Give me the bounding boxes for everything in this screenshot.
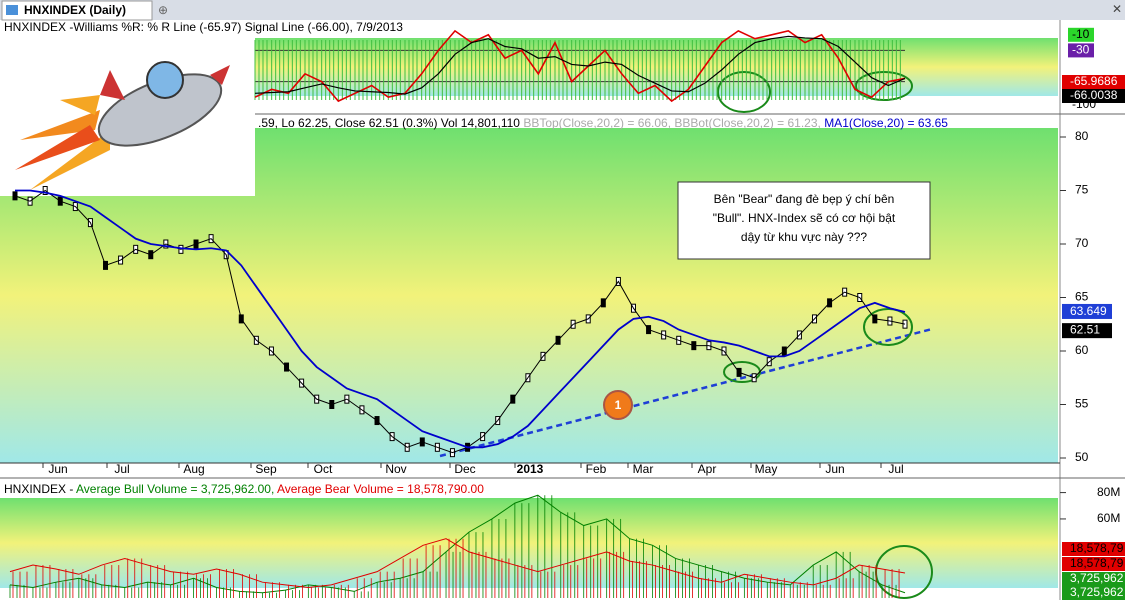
header-text: % R Line (-65.97) — [147, 20, 241, 34]
y-tick-label: 70 — [1075, 236, 1089, 250]
rocket-image — [0, 38, 255, 196]
close-icon[interactable]: ✕ — [1112, 2, 1122, 16]
y-tick-label: 65 — [1075, 290, 1089, 304]
value-tag: 63.649 — [1070, 304, 1107, 318]
value-tag: -65.9686 — [1070, 74, 1118, 88]
x-tick-label: Sep — [255, 462, 277, 476]
y-tick-label: -10 — [1072, 27, 1090, 41]
y-tick-label: 60M — [1097, 511, 1120, 525]
x-tick-label: Oct — [314, 462, 333, 476]
value-tag-bg — [1062, 303, 1112, 319]
highlight-ellipse — [717, 71, 771, 113]
header-text: Average Bull Volume = 3,725,962.00, — [76, 482, 274, 496]
x-tick-label: Feb — [586, 462, 607, 476]
header-text: BBBot(Close,20,2) = 61.23, — [674, 116, 820, 130]
y-tick-label: 55 — [1075, 397, 1089, 411]
x-tick-label: Jun — [48, 462, 67, 476]
callout-text: dậy từ khu vực này ??? — [741, 230, 867, 244]
x-tick-label: Nov — [385, 462, 406, 476]
callout-text: "Bull". HNX-Index sẽ có cơ hội bật — [713, 211, 896, 225]
x-tick-label: 2013 — [517, 462, 544, 476]
series-line — [9, 494, 906, 594]
header-text: .59, Lo 62.25, Close 62.51 (0.3%) Vol 14… — [258, 116, 520, 130]
value-tag: -66.0038 — [1070, 88, 1118, 102]
x-tick-label: May — [755, 462, 778, 476]
y-tick-bg — [1068, 43, 1094, 58]
x-tick-label: Aug — [183, 462, 204, 476]
tab[interactable] — [1, 0, 153, 21]
tab-icon — [6, 5, 18, 15]
tab-title: HNXINDEX (Daily) — [24, 3, 126, 17]
series-line — [15, 189, 906, 449]
y-tick-label: 80M — [1097, 485, 1120, 499]
x-tick-label: Mar — [633, 462, 654, 476]
series-line — [9, 538, 906, 588]
value-tag: 62.51 — [1070, 322, 1100, 336]
marker-label: 1 — [615, 398, 622, 412]
y-tick-label: 75 — [1075, 183, 1089, 197]
header-text: HNXINDEX -Williams %R: — [4, 20, 144, 34]
header-text: MA1(Close,20) = 63.65 — [824, 116, 948, 130]
series-line — [254, 35, 906, 95]
new-tab-icon[interactable]: ⊕ — [158, 3, 168, 17]
highlight-ellipse — [863, 308, 913, 346]
x-tick-label: Jun — [825, 462, 844, 476]
header-text: HNXINDEX - — [4, 482, 76, 496]
value-tag-bg — [1062, 75, 1125, 89]
y-tick-label: -30 — [1072, 43, 1090, 57]
value-tag: 3,725,962 — [1070, 571, 1124, 585]
trend-line — [439, 327, 933, 458]
value-tag-bg — [1062, 586, 1125, 600]
y-tick-label: 80 — [1075, 129, 1089, 143]
volume-header: HNXINDEX - Average Bull Volume = 3,725,9… — [4, 482, 484, 496]
value-tag-bg — [1062, 323, 1112, 339]
wr-header: HNXINDEX -Williams %R: % R Line (-65.97)… — [4, 20, 403, 34]
price-header: .59, Lo 62.25, Close 62.51 (0.3%) Vol 14… — [258, 116, 948, 130]
value-tag: 3,725,962 — [1070, 585, 1124, 599]
callout-box — [677, 181, 931, 260]
callout-text: Bên "Bear" đang đè bẹp ý chí bên — [714, 192, 895, 206]
header-text: Average Bear Volume = 18,578,790.00 — [277, 482, 484, 496]
x-tick-label: Jul — [114, 462, 129, 476]
value-tag-bg — [1062, 557, 1125, 571]
x-tick-label: Apr — [698, 462, 717, 476]
header-text: Signal Line (-66.00) — [245, 20, 350, 34]
value-tag: 18,578,79 — [1070, 556, 1124, 570]
value-tag-bg — [1062, 572, 1125, 586]
y-tick-label: 60 — [1075, 343, 1089, 357]
x-tick-label: Jul — [888, 462, 903, 476]
tab-bar — [0, 0, 1125, 20]
header-text: BBTop(Close,20,2) = 66.06, — [523, 116, 671, 130]
y-tick-label: 50 — [1075, 450, 1089, 464]
header-text: , 7/9/2013 — [349, 20, 403, 34]
value-tag-bg — [1062, 542, 1125, 556]
x-tick-label: Dec — [454, 462, 475, 476]
y-tick-bg — [1068, 27, 1094, 42]
value-tag-bg — [1062, 89, 1125, 103]
value-tag: 18,578,79 — [1070, 541, 1124, 555]
marker-circle — [603, 390, 633, 420]
